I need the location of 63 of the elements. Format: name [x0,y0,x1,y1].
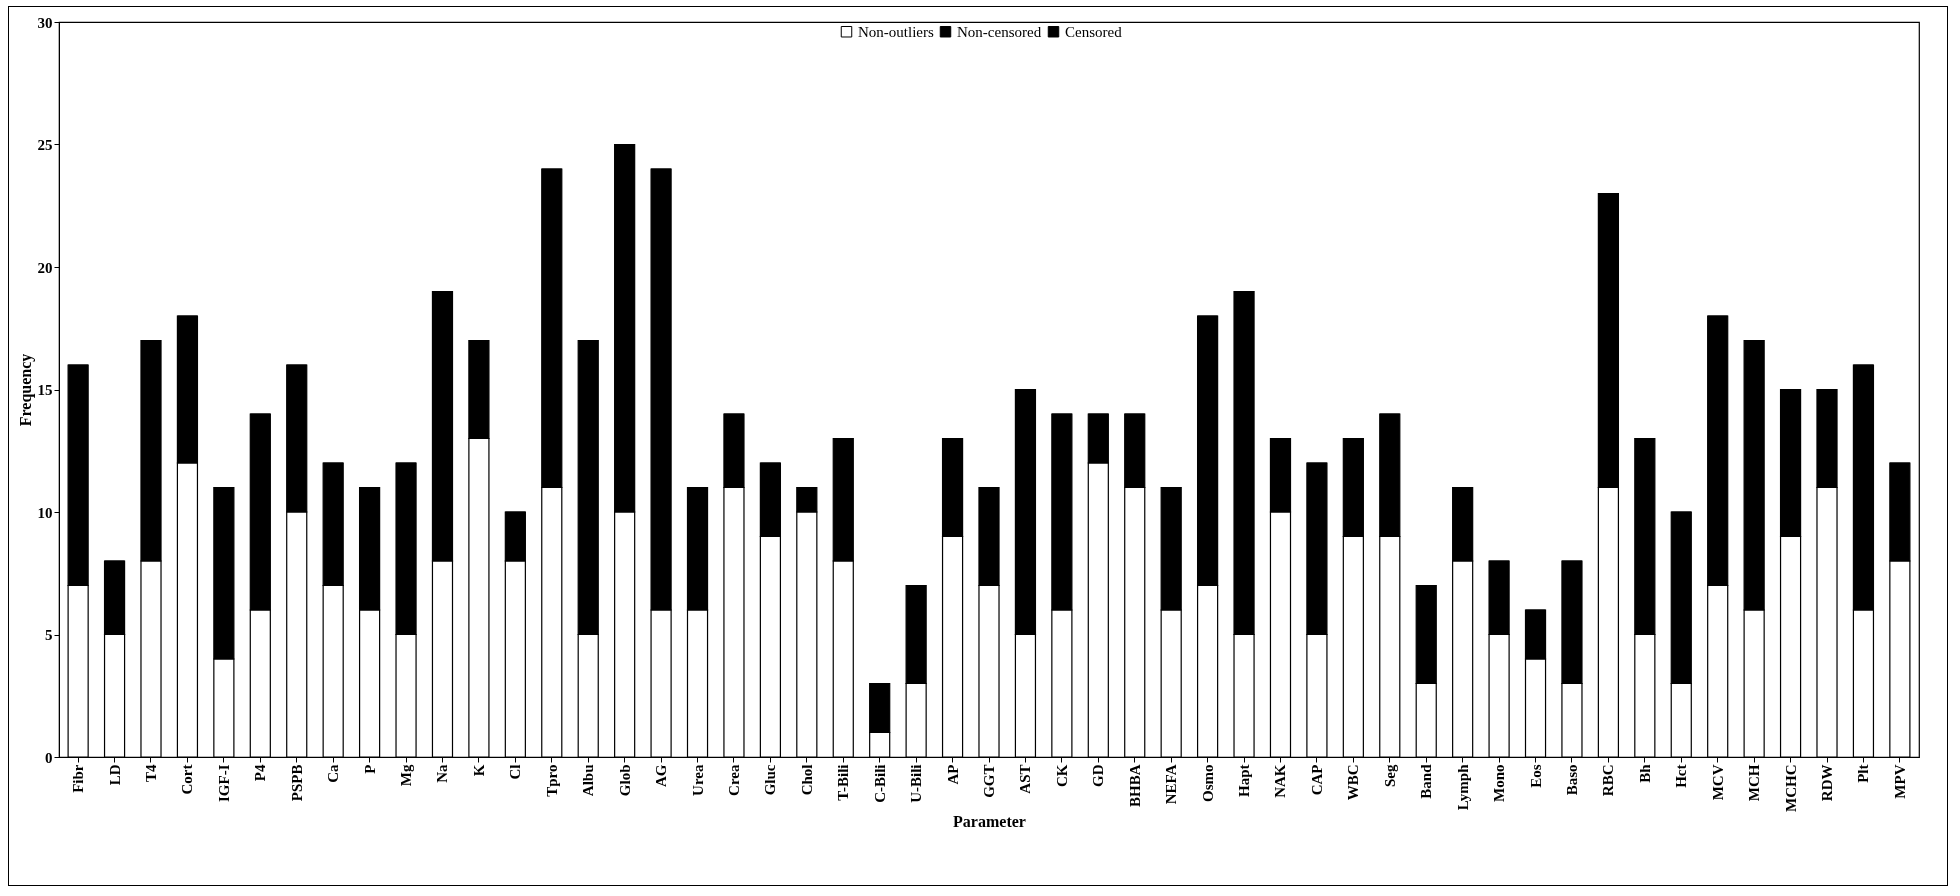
x-tick-label: LD [106,764,123,786]
y-axis-title: Frequency [16,353,35,427]
x-tick-label: Mono [1491,764,1508,802]
x-tick-label: IGF-I [215,764,232,802]
x-tick-label: AP [944,764,961,785]
x-tick-label: Tpro [543,764,560,797]
x-tick-label: C-Bili [871,764,888,803]
x-tick-label: Na [434,764,451,783]
legend-label: Non-censored [957,23,1042,40]
y-tick-label: 0 [45,749,53,766]
legend-label: Censored [1065,23,1123,40]
y-tick-label: 20 [37,259,53,276]
x-tick-label: CAP [1308,764,1325,796]
x-tick-label: Ca [325,764,342,783]
x-tick-label: Hct [1673,764,1690,788]
x-tick-label: RDW [1819,764,1835,802]
legend-label: Non-outliers [858,23,934,40]
x-tick-label: P [361,764,378,774]
x-tick-label: Fibr [70,764,87,793]
x-tick-label: RBC [1600,764,1617,797]
x-tick-label: Crea [725,764,742,796]
x-tick-label: Eos [1527,764,1544,788]
x-tick-label: Plt [1855,764,1872,783]
x-tick-label: CK [1053,764,1070,787]
x-tick-label: Mg [398,764,415,787]
x-tick-label: NEFA [1163,764,1180,805]
x-tick-label: AST [1017,764,1034,794]
x-tick-label: Baso [1563,764,1580,796]
x-tick-label: U-Bili [908,764,925,803]
x-tick-label: T-Bili [835,764,852,801]
x-tick-label: Gluc [762,764,779,796]
x-tick-label: Seg [1381,764,1398,787]
x-tick-label: PSPB [288,764,305,802]
x-tick-label: Glob [616,764,633,797]
x-tick-label: P4 [252,764,269,782]
x-tick-label: T4 [143,764,159,783]
x-tick-label: WBC [1345,764,1362,801]
x-tick-label: Osmo [1199,764,1216,802]
x-tick-label: Hapt [1236,764,1253,798]
x-tick-label: Lymph [1454,763,1471,811]
x-tick-label: MCH [1746,764,1763,802]
x-tick-label: GGT [981,764,997,798]
x-tick-label: MCHC [1782,764,1799,812]
x-tick-label: Chol [798,764,815,796]
x-tick-label: Band [1418,763,1435,799]
x-tick-label: BHBA [1126,764,1143,808]
x-tick-label: K [470,764,487,777]
y-tick-label: 30 [37,14,53,31]
x-tick-label: Cort [179,764,196,795]
x-tick-label: Cl [507,764,524,780]
x-tick-label: NAK [1272,764,1289,798]
x-tick-label: MPV [1891,764,1908,799]
x-tick-label: Albu [580,764,597,797]
x-tick-label: AG [653,764,670,787]
x-tick-label: GD [1090,764,1107,787]
x-tick-label: Urea [689,764,706,796]
x-axis-title: Parameter [953,812,1026,830]
x-tick-label: Bh [1636,763,1653,783]
y-tick-label: 25 [37,137,53,153]
y-tick-label: 10 [37,504,53,521]
y-tick-label: 5 [45,627,53,643]
x-tick-label: MCV [1709,764,1726,801]
y-tick-label: 15 [37,382,53,398]
